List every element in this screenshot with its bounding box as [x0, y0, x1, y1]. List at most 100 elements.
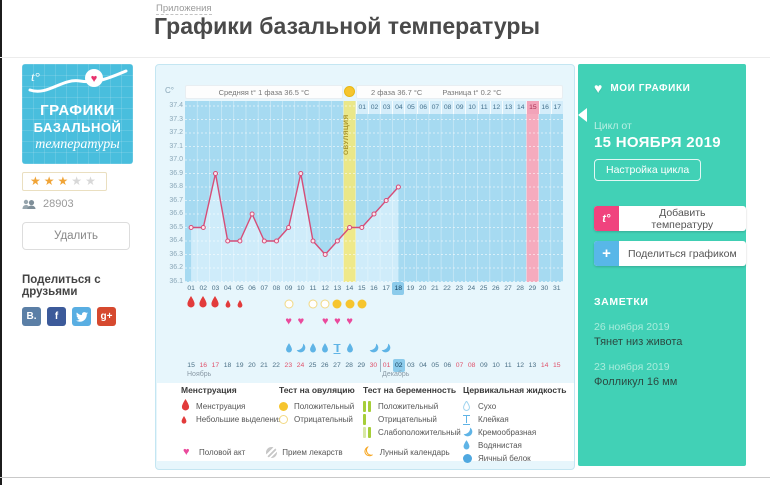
temp-point[interactable] [395, 184, 401, 190]
star-icon[interactable]: ★ [85, 174, 96, 188]
calendar-day-cell[interactable]: 05 [431, 362, 439, 369]
share-chart-button[interactable]: + Поделиться графиком [594, 241, 746, 266]
cycle-day-cell[interactable]: 31 [552, 285, 561, 292]
temp-point[interactable] [371, 211, 377, 217]
cycle-day-cell[interactable]: 08 [272, 285, 281, 292]
twitter-icon[interactable] [72, 307, 91, 326]
cycle-day-cell[interactable]: 13 [333, 285, 342, 292]
cycle-day-cell[interactable]: 07 [260, 285, 268, 292]
add-temperature-button[interactable]: t° Добавить температуру [594, 206, 746, 231]
calendar-day-cell[interactable]: 24 [296, 362, 305, 369]
calendar-day-cell[interactable]: 06 [443, 362, 452, 369]
calendar-day-cell[interactable]: 13 [528, 362, 537, 369]
cycle-day-cell[interactable]: 19 [406, 285, 415, 292]
temp-point[interactable] [383, 198, 389, 203]
breadcrumb[interactable]: Приложения [156, 3, 212, 15]
phase2-day-cell[interactable]: 02 [367, 101, 381, 114]
phase2-day-cell[interactable]: 16 [538, 101, 551, 114]
calendar-day-cell[interactable]: 29 [357, 362, 366, 369]
calendar-day-cell[interactable]: 08 [467, 362, 476, 369]
star-icon[interactable]: ★ [30, 174, 41, 188]
vk-icon[interactable]: В. [22, 307, 41, 326]
temp-point[interactable] [334, 238, 340, 244]
calendar-day-cell[interactable]: 28 [345, 362, 353, 369]
star-icon[interactable]: ★ [43, 174, 55, 188]
calendar-day-cell[interactable]: 10 [492, 362, 500, 369]
cycle-day-cell[interactable]: 28 [516, 285, 524, 292]
temp-point[interactable] [200, 225, 206, 230]
calendar-day-cell[interactable]: 21 [260, 362, 268, 369]
cycle-day-cell[interactable]: 09 [284, 285, 293, 292]
calendar-day-cell[interactable]: 26 [321, 362, 329, 369]
cycle-day-cell[interactable]: 16 [370, 285, 378, 292]
calendar-day-cell[interactable]: 16 [199, 362, 208, 369]
calendar-day-cell[interactable]: 22 [272, 362, 280, 369]
cycle-day-cell[interactable]: 12 [321, 285, 329, 292]
calendar-day-cell[interactable]: 17 [211, 362, 220, 369]
temp-point[interactable] [249, 211, 255, 217]
cycle-day-cell[interactable]: 23 [455, 285, 463, 292]
delete-button[interactable]: Удалить [22, 222, 130, 250]
cycle-day-cell[interactable]: 17 [382, 285, 390, 292]
phase2-day-cell[interactable]: 07 [428, 101, 442, 114]
cycle-day-cell[interactable]: 01 [187, 285, 195, 292]
calendar-day-cell[interactable]: 18 [223, 362, 232, 369]
cycle-day-cell[interactable]: 18 [392, 282, 405, 295]
cycle-day-cell[interactable]: 21 [431, 285, 439, 292]
calendar-day-cell[interactable]: 07 [455, 362, 464, 369]
phase2-day-cell[interactable]: 04 [392, 101, 405, 114]
calendar-day-cell[interactable]: 14 [540, 362, 549, 369]
cycle-day-cell[interactable]: 10 [297, 285, 305, 292]
temp-point[interactable] [310, 238, 316, 244]
cycle-day-cell[interactable]: 04 [223, 285, 232, 292]
calendar-day-cell[interactable]: 11 [504, 362, 512, 369]
cycle-settings-button[interactable]: Настройка цикла [594, 159, 702, 181]
phase2-day-cell[interactable]: 06 [416, 101, 429, 114]
cycle-day-cell[interactable]: 25 [479, 285, 488, 292]
phase2-day-cell[interactable]: 09 [453, 101, 466, 114]
phase2-day-cell[interactable]: 03 [380, 101, 393, 114]
star-icon[interactable]: ★ [71, 174, 83, 188]
temp-point[interactable] [274, 238, 279, 244]
calendar-day-cell[interactable]: 27 [333, 362, 341, 369]
calendar-day-cell[interactable]: 15 [552, 362, 561, 369]
calendar-day-cell[interactable]: 20 [248, 362, 256, 369]
facebook-icon[interactable]: f [47, 307, 66, 326]
calendar-day-cell[interactable]: 19 [235, 362, 244, 369]
calendar-day-cell[interactable]: 03 [407, 362, 415, 369]
temp-point[interactable] [188, 225, 194, 230]
temp-point[interactable] [261, 238, 267, 244]
phase2-day-cell[interactable]: 08 [441, 101, 454, 114]
cycle-day-cell[interactable]: 14 [345, 285, 354, 292]
cycle-day-cell[interactable]: 22 [443, 285, 451, 292]
calendar-day-cell[interactable]: 12 [516, 362, 525, 369]
phase2-day-cell[interactable]: 14 [514, 101, 527, 114]
cycle-day-cell[interactable]: 03 [211, 285, 220, 292]
cycle-day-cell[interactable]: 05 [236, 285, 244, 292]
phase2-day-cell[interactable]: 05 [404, 101, 417, 114]
phase2-day-cell[interactable]: 15 [526, 101, 539, 114]
cycle-day-cell[interactable]: 11 [309, 285, 317, 292]
cycle-day-cell[interactable]: 20 [418, 285, 427, 292]
calendar-day-cell[interactable]: 04 [419, 362, 427, 369]
cycle-day-cell[interactable]: 15 [357, 285, 366, 292]
calendar-day-cell[interactable]: 25 [308, 362, 317, 369]
phase2-day-cell[interactable]: 17 [550, 101, 563, 114]
temp-point[interactable] [237, 238, 243, 244]
temp-point[interactable] [213, 171, 218, 176]
temp-point[interactable] [298, 171, 304, 176]
temp-point[interactable] [225, 238, 231, 244]
temp-point[interactable] [347, 225, 353, 230]
cycle-day-cell[interactable]: 30 [540, 285, 549, 292]
calendar-day-cell[interactable]: 02 [392, 359, 405, 372]
temp-point[interactable] [286, 225, 292, 230]
cycle-day-cell[interactable]: 29 [528, 285, 537, 292]
cycle-day-cell[interactable]: 24 [467, 285, 476, 292]
cycle-day-cell[interactable]: 06 [248, 285, 256, 292]
temp-point[interactable] [322, 252, 328, 257]
google-plus-icon[interactable]: g+ [97, 307, 116, 326]
cycle-day-cell[interactable]: 02 [199, 285, 208, 292]
calendar-day-cell[interactable]: 09 [480, 362, 488, 369]
calendar-day-cell[interactable]: 01 [379, 359, 393, 372]
star-icon[interactable]: ★ [57, 174, 69, 188]
